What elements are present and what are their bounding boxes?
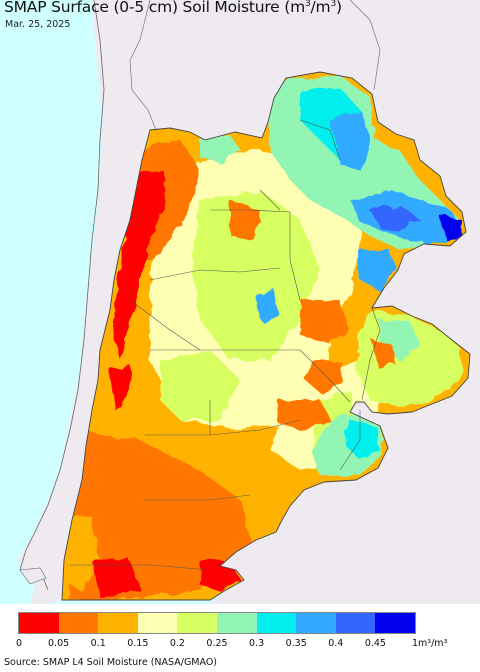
map-date: Mar. 25, 2025 — [5, 19, 71, 30]
legend-swatch — [137, 613, 178, 633]
neighbor-land — [18, 0, 480, 604]
source-note: Source: SMAP L4 Soil Moisture (NASA/GMAO… — [4, 657, 218, 668]
legend-swatch — [375, 613, 415, 633]
legend-tick-label: 0.45 — [364, 638, 386, 649]
legend-tick-label: 0.15 — [127, 638, 149, 649]
legend-tick-label: 0.3 — [249, 638, 265, 649]
soil-moisture-map — [0, 0, 480, 604]
legend-swatch — [296, 613, 336, 633]
legend-tick-label: 0.35 — [285, 638, 307, 649]
color-legend — [18, 612, 416, 634]
legend-swatch — [98, 613, 138, 633]
legend-ticks: 0 0.05 0.1 0.15 0.2 0.25 0.3 0.35 0.4 0.45 1 — [0, 638, 480, 652]
ocean-area — [0, 0, 480, 604]
legend-swatch — [256, 613, 297, 633]
legend-tick-label: 0 — [15, 638, 23, 649]
legend-tick-label: 0.4 — [328, 638, 344, 649]
legend-swatch — [177, 613, 217, 633]
legend-tick-label: 0.25 — [206, 638, 228, 649]
legend-tick-label: 1 — [411, 638, 419, 649]
legend-tick-label: 0.05 — [48, 638, 70, 649]
legend-swatch — [58, 613, 99, 633]
map-title: SMAP Surface (0-5 cm) Soil Moisture (m3/… — [4, 0, 342, 16]
legend-swatch — [19, 613, 59, 633]
legend-swatch — [216, 613, 257, 633]
legend-unit: m³/m³ — [418, 638, 448, 649]
legend-tick-label: 0.1 — [90, 638, 106, 649]
legend-swatch — [335, 613, 376, 633]
legend-tick-label: 0.2 — [169, 638, 185, 649]
